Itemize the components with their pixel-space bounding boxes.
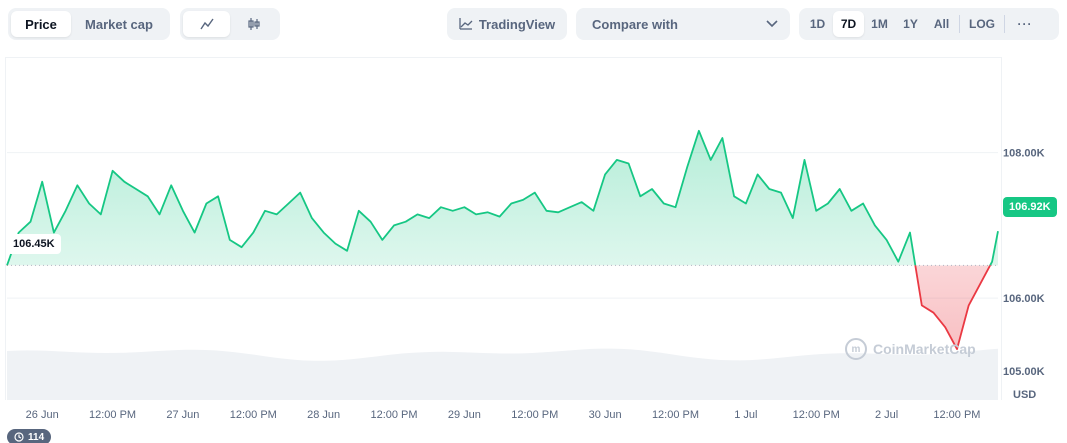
time-range-group: 1D 7D 1M 1Y All LOG ··· <box>799 8 1059 40</box>
tradingview-chart-icon <box>459 18 473 30</box>
history-clock-icon <box>14 432 24 442</box>
x-tick-label: 2 Jul <box>875 409 898 421</box>
x-tick-label: 12:00 PM <box>933 409 980 421</box>
volume-area <box>7 348 998 400</box>
chart-toolbar: Price Market cap TradingView Compare wit… <box>0 0 1067 48</box>
candlestick-icon <box>247 18 260 30</box>
currency-label: USD <box>1013 389 1037 401</box>
volume-band <box>7 348 998 400</box>
x-tick-label: 12:00 PM <box>230 409 277 421</box>
history-badge[interactable]: 114 <box>7 429 52 443</box>
price-line-up <box>6 129 999 266</box>
range-7d-button[interactable]: 7D <box>833 11 864 37</box>
x-tick-label: 1 Jul <box>734 409 757 421</box>
y-tick-label: 106.00K <box>1003 293 1045 305</box>
watermark-text: CoinMarketCap <box>873 341 976 357</box>
coinmarketcap-logo-icon: m <box>845 338 867 360</box>
chevron-down-icon <box>766 20 778 28</box>
y-tick-label: 108.00K <box>1003 148 1045 160</box>
coinmarketcap-watermark: m CoinMarketCap <box>845 338 976 360</box>
more-options-button[interactable]: ··· <box>1017 17 1033 31</box>
price-line <box>6 129 999 350</box>
range-divider <box>959 15 960 33</box>
x-tick-label: 12:00 PM <box>370 409 417 421</box>
line-chart-icon <box>199 18 214 30</box>
tradingview-label: TradingView <box>478 16 556 32</box>
range-all-button[interactable]: All <box>933 17 950 31</box>
range-1d-button[interactable]: 1D <box>809 17 826 31</box>
x-tick-label: 12:00 PM <box>89 409 136 421</box>
range-divider <box>1004 15 1005 33</box>
x-axis: 26 Jun 12:00 PM 27 Jun 12:00 PM 28 Jun 12:00 … <box>26 409 981 421</box>
price-area-up <box>7 130 998 266</box>
line-chart-button[interactable] <box>183 11 230 37</box>
compare-with-dropdown[interactable]: Compare with <box>576 8 790 40</box>
y-axis: 108.00K 106.00K 105.00K <box>1003 148 1045 378</box>
tab-market-cap[interactable]: Market cap <box>85 16 153 32</box>
x-tick-label: 28 Jun <box>307 409 340 421</box>
metric-tab-group: Price Market cap <box>8 8 170 40</box>
x-tick-label: 12:00 PM <box>511 409 558 421</box>
x-tick-label: 30 Jun <box>589 409 622 421</box>
log-scale-button[interactable]: LOG <box>969 17 995 31</box>
range-1y-button[interactable]: 1Y <box>903 17 918 31</box>
history-count: 114 <box>28 431 45 443</box>
last-price-tag: 106.92K <box>1003 197 1057 217</box>
chart-type-group <box>180 8 280 40</box>
y-tick-label: 105.00K <box>1003 366 1045 378</box>
reference-price-tag: 106.45K <box>7 234 61 254</box>
candlestick-button[interactable] <box>230 11 277 37</box>
price-area <box>7 130 998 350</box>
x-tick-label: 12:00 PM <box>652 409 699 421</box>
chart-area[interactable] <box>5 57 1002 400</box>
x-tick-label: 29 Jun <box>448 409 481 421</box>
x-tick-label: 26 Jun <box>26 409 59 421</box>
x-tick-label: 27 Jun <box>166 409 199 421</box>
compare-label: Compare with <box>592 16 678 32</box>
range-1m-button[interactable]: 1M <box>871 17 888 31</box>
tradingview-button[interactable]: TradingView <box>447 8 567 40</box>
x-tick-label: 12:00 PM <box>793 409 840 421</box>
tab-price[interactable]: Price <box>11 11 71 37</box>
